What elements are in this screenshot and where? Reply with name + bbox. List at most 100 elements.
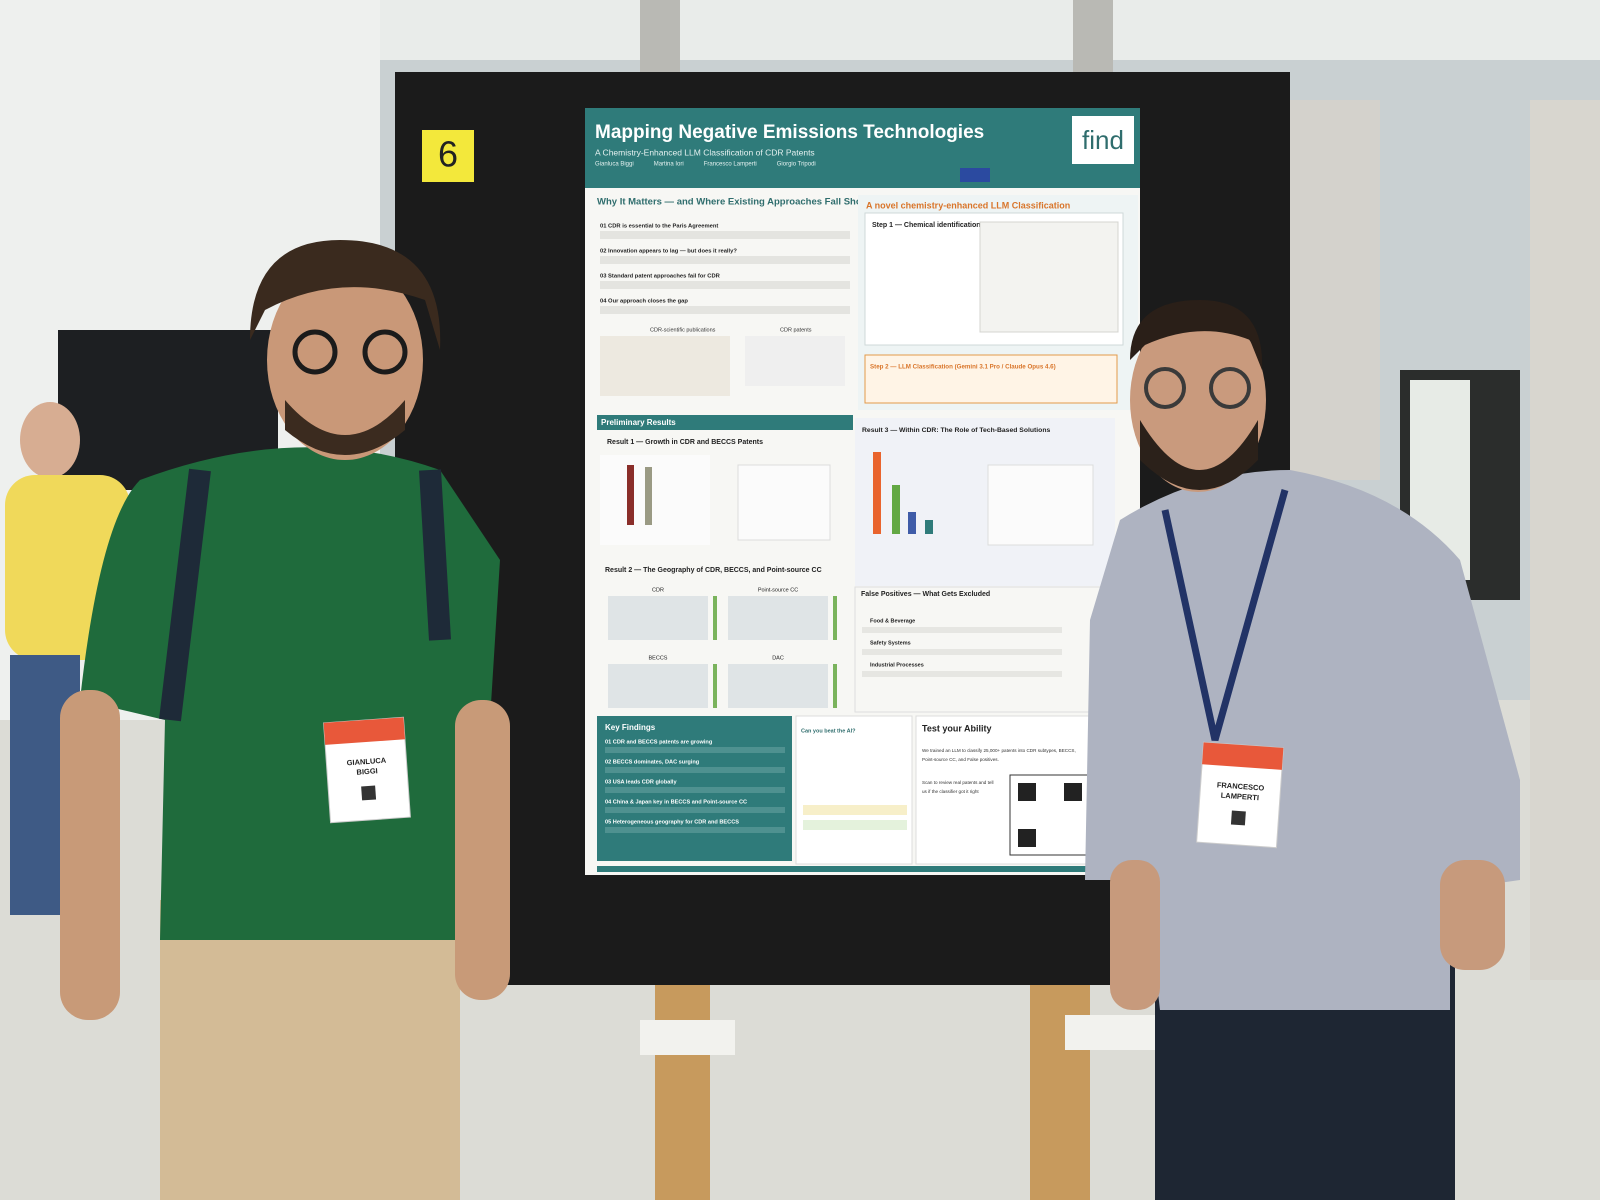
poster-footer xyxy=(597,866,1112,872)
author: Francesco Lamperti xyxy=(704,162,757,168)
poster-title: Mapping Negative Emissions Technologies xyxy=(595,122,984,143)
map-scale xyxy=(833,596,837,640)
fp-item: Safety Systems xyxy=(870,640,911,646)
chart-bar-decor xyxy=(892,485,900,534)
chart-title: CDR patents xyxy=(780,327,812,333)
poster-subtitle: A Chemistry-Enhanced LLM Classification … xyxy=(595,147,815,157)
badge-qr xyxy=(361,785,377,801)
person-right xyxy=(1085,300,1520,1200)
chart-bar-decor xyxy=(925,520,933,534)
chart-bar-decor xyxy=(627,465,634,525)
qr-card xyxy=(1065,1015,1165,1050)
chart-bar-decor xyxy=(908,512,916,534)
section-heading: Key Findings xyxy=(605,723,656,732)
map-scale xyxy=(713,596,717,640)
text-lines xyxy=(862,671,1062,677)
test-text: We trained an LLM to classify 25,000+ pa… xyxy=(922,748,1076,794)
why-item: 03 Standard patent approaches fail for C… xyxy=(600,274,721,280)
text-lines xyxy=(862,627,1062,633)
map xyxy=(608,664,708,708)
section-heading: Preliminary Results xyxy=(601,418,676,427)
badge-name: BIGGI xyxy=(356,766,378,776)
why-item: 04 Our approach closes the gap xyxy=(600,299,688,305)
badge-name: FRANCESCO xyxy=(1217,780,1265,792)
fp-item: Industrial Processes xyxy=(870,662,924,668)
why-list: 01 CDR is essential to the Paris Agreeme… xyxy=(600,224,850,314)
background-person xyxy=(5,402,130,915)
chart-bar-decor xyxy=(645,467,652,525)
why-item: 02 Innovation appears to lag — but does … xyxy=(600,249,737,255)
test-heading: Test your Ability xyxy=(922,723,992,733)
why-item: 01 CDR is essential to the Paris Agreeme… xyxy=(600,224,718,230)
person-left xyxy=(60,240,510,1200)
text-lines xyxy=(600,281,850,289)
text-lines xyxy=(600,256,850,264)
qr-corner xyxy=(1064,783,1082,801)
map-grid: CDR Point-source CC BECCS DAC xyxy=(608,587,837,708)
section-heading: Why It Matters — and Where Existing Appr… xyxy=(597,197,869,208)
kf-item: 04 China & Japan key in BECCS and Point-… xyxy=(605,799,747,805)
map-label: DAC xyxy=(772,655,784,661)
text-lines xyxy=(600,306,850,314)
chart-thumbnail xyxy=(987,464,1094,546)
test-line: Point-source CC, and False positives. xyxy=(922,757,999,762)
section-heading: False Positives — What Gets Excluded xyxy=(861,591,990,598)
quiz-panel xyxy=(795,715,913,865)
fp-list: Food & Beverage Safety Systems Industrial … xyxy=(862,618,1062,677)
step-title: Step 1 — Chemical identification xyxy=(872,222,981,229)
ceiling xyxy=(380,0,1600,60)
logo-box xyxy=(1072,116,1134,164)
result-title: Result 3 — Within CDR: The Role of Tech-… xyxy=(862,427,1050,434)
eu-flag xyxy=(960,168,990,182)
text-lines xyxy=(605,747,785,753)
chart-thumbnail xyxy=(737,464,831,541)
chart-title: CDR-scientific publications xyxy=(650,327,716,333)
easel-clip xyxy=(640,0,680,80)
map-scale xyxy=(713,664,717,708)
chart-thumbnail xyxy=(600,455,710,545)
kf-item: 02 BECCS dominates, DAC surging xyxy=(605,759,700,765)
side-panel xyxy=(1290,100,1380,480)
kf-item: 05 Heterogeneous geography for CDR and B… xyxy=(605,819,739,825)
badge-name: GIANLUCA xyxy=(346,756,387,768)
map-scale xyxy=(833,664,837,708)
map xyxy=(728,664,828,708)
text-lines xyxy=(605,787,785,793)
side-panel xyxy=(1530,100,1600,980)
text-lines xyxy=(862,649,1062,655)
kf-item: 01 CDR and BECCS patents are growing xyxy=(605,739,713,745)
poster-header xyxy=(585,108,1140,188)
logo: find xyxy=(1082,125,1124,155)
badge-name: LAMPERTI xyxy=(1220,791,1259,803)
result-title: Result 2 — The Geography of CDR, BECCS, … xyxy=(605,567,822,574)
chart-thumbnail xyxy=(745,336,845,386)
scan-line: us if the classifier got it right xyxy=(922,789,979,794)
easel-leg xyxy=(655,985,710,1200)
easel-clip xyxy=(1073,0,1113,80)
badge-qr xyxy=(1230,810,1246,826)
author: Giorgio Tripodi xyxy=(777,162,816,168)
kf-item: 03 USA leads CDR globally xyxy=(605,779,677,785)
quiz-heading: Can you beat the AI? xyxy=(801,728,856,734)
sticky-note xyxy=(422,130,474,182)
poster: Mapping Negative Emissions Technologies … xyxy=(585,108,1140,875)
text-lines xyxy=(605,807,785,813)
author-list: Gianluca Biggi Martina Iori Francesco Lamp… xyxy=(595,162,816,168)
map-label: CDR xyxy=(652,587,664,593)
author: Martina Iori xyxy=(654,162,684,168)
qr-card xyxy=(640,1020,735,1055)
step-title: Step 2 — LLM Classification (Gemini 3.1 … xyxy=(870,364,1056,371)
screenshot xyxy=(979,221,1119,333)
fp-item: Food & Beverage xyxy=(870,618,915,624)
chart-bar-decor xyxy=(873,452,881,534)
chart-thumbnail xyxy=(600,336,730,396)
quiz-option xyxy=(803,805,907,815)
text-lines xyxy=(605,827,785,833)
badge-band xyxy=(323,717,405,745)
qr-corner xyxy=(1018,783,1036,801)
